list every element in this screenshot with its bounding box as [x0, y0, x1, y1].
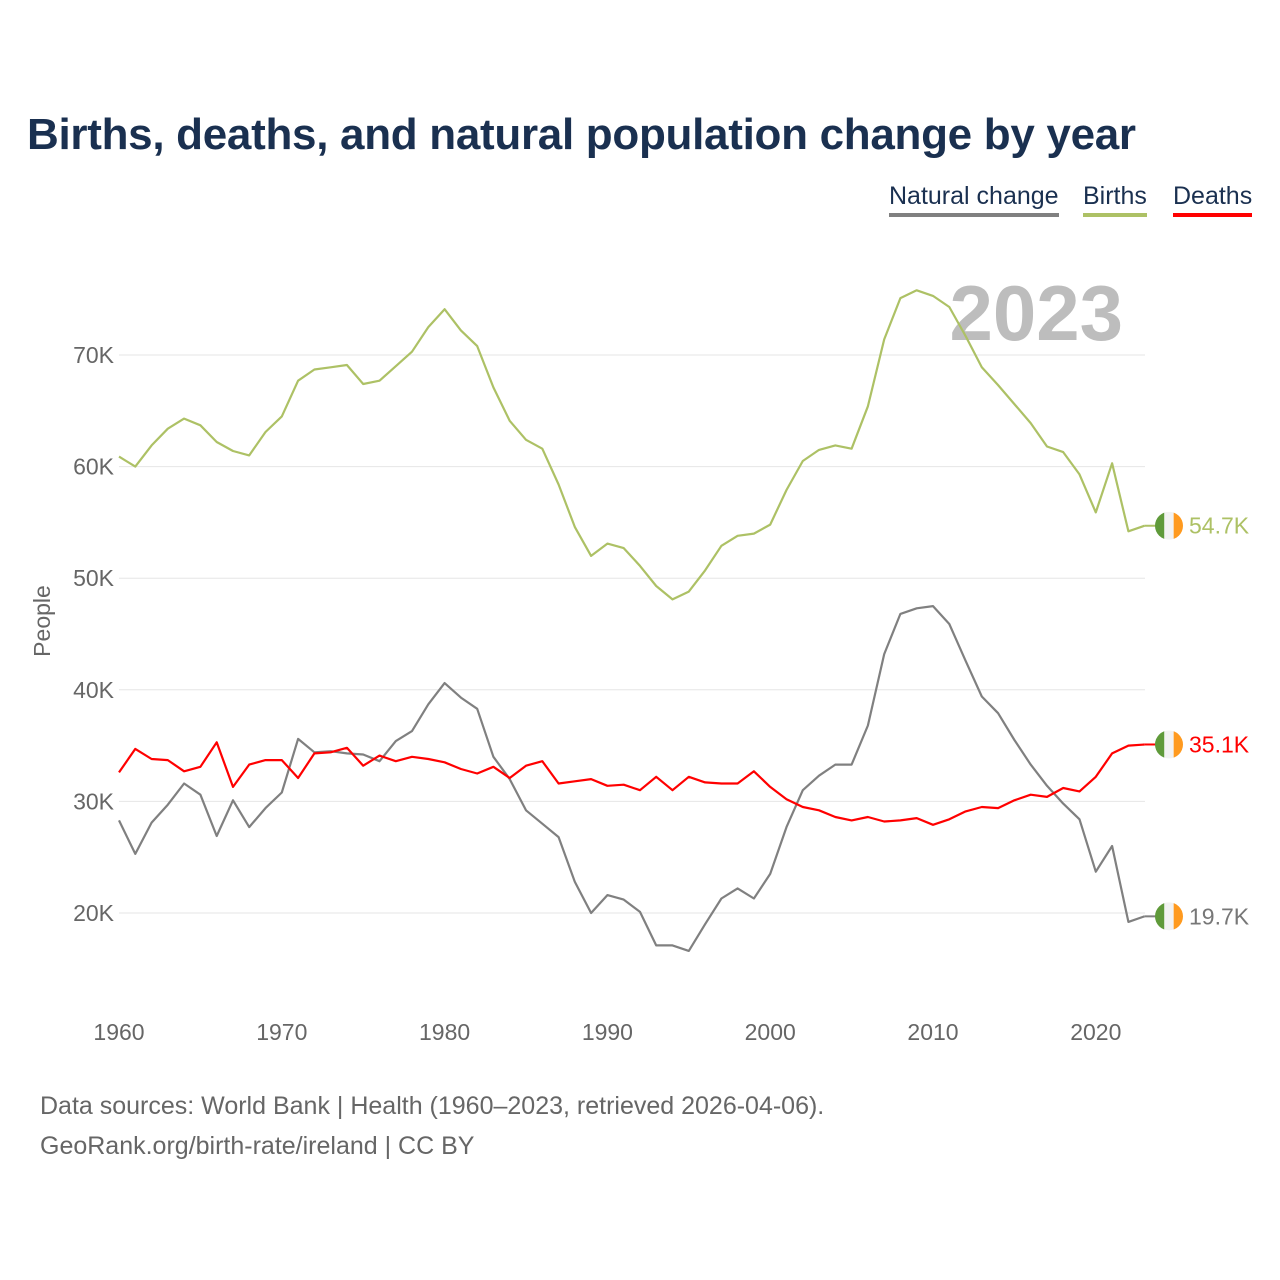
legend-deaths[interactable]: Deaths [1173, 182, 1253, 217]
y-tick-label: 50K [73, 565, 115, 591]
year-label: 2023 [949, 269, 1123, 357]
x-tick-label: 1990 [582, 1019, 633, 1045]
series-deaths-end-label: 35.1K [1189, 731, 1250, 757]
x-tick-label: 2010 [907, 1019, 958, 1045]
ireland-flag-icon [1155, 730, 1183, 759]
series-deaths-line [118, 741, 1145, 826]
y-tick-label: 70K [73, 342, 115, 368]
footer: Data sources: World Bank | Health (1960–… [40, 1086, 824, 1166]
y-axis-label: People [29, 585, 55, 657]
series-natural-change-line [118, 604, 1145, 953]
x-tick-label: 1970 [256, 1019, 307, 1045]
x-tick-label: 2000 [745, 1019, 796, 1045]
chart-title: Births, deaths, and natural population c… [27, 110, 1136, 159]
y-tick-label: 60K [73, 454, 115, 480]
y-tick-label: 40K [73, 677, 115, 703]
ireland-flag-icon [1155, 511, 1183, 540]
x-tick-label: 2020 [1070, 1019, 1121, 1045]
series-births-end-label: 54.7K [1189, 513, 1250, 539]
legend-natural-change[interactable]: Natural change [889, 182, 1059, 217]
x-tick-label: 1980 [419, 1019, 470, 1045]
y-tick-label: 20K [73, 900, 115, 926]
y-tick-label: 30K [73, 788, 115, 814]
x-tick-label: 1960 [93, 1019, 144, 1045]
series-births-line [118, 289, 1145, 601]
source-link[interactable]: GeoRank.org/birth-rate/ireland | CC BY [40, 1132, 475, 1160]
ireland-flag-icon [1155, 902, 1183, 931]
legend-births[interactable]: Births [1083, 182, 1147, 217]
data-source: Data sources: World Bank | Health (1960–… [40, 1092, 825, 1120]
series-natural-change-end-label: 19.7K [1189, 903, 1250, 929]
